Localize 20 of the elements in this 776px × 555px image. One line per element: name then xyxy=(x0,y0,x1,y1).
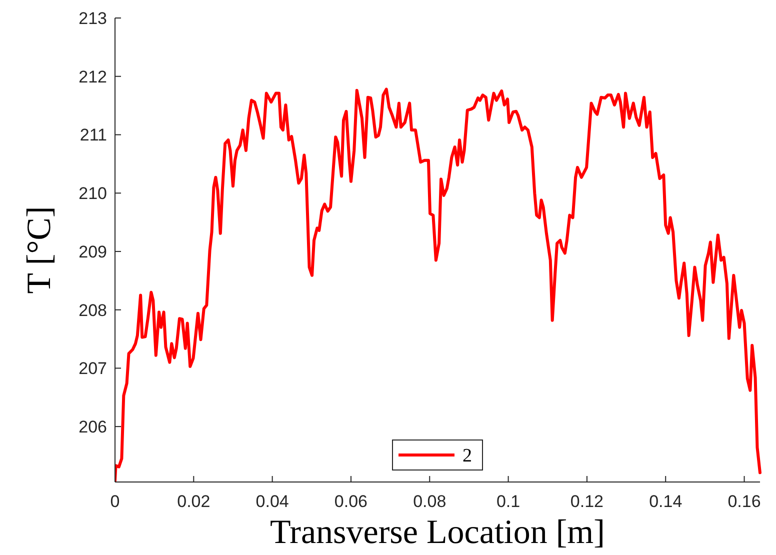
x-tick-label: 0.04 xyxy=(256,492,289,511)
x-tick-label: 0.02 xyxy=(177,492,210,511)
x-tick-label: 0.08 xyxy=(413,492,446,511)
y-tick-label: 212 xyxy=(78,67,107,86)
x-tick-label: 0 xyxy=(110,492,120,511)
y-tick-label: 210 xyxy=(78,184,107,204)
x-tick-label: 0.16 xyxy=(728,492,761,511)
y-tick-label: 208 xyxy=(78,300,107,320)
legend-label: 2 xyxy=(462,446,472,467)
y-tick-label: 207 xyxy=(78,359,107,378)
x-tick-label: 0.14 xyxy=(649,492,682,511)
y-axis-title: T [°C] xyxy=(21,206,58,294)
y-tick-label: 209 xyxy=(78,242,107,262)
y-tick-label: 206 xyxy=(78,418,107,437)
x-axis-title: Transverse Location [m] xyxy=(270,514,605,551)
y-tick-label: 213 xyxy=(78,8,107,28)
x-tick-label: 0.06 xyxy=(334,492,368,511)
y-tick-label: 211 xyxy=(80,126,107,145)
x-tick-label: 0.1 xyxy=(496,492,520,511)
x-tick-label: 0.12 xyxy=(570,492,604,511)
